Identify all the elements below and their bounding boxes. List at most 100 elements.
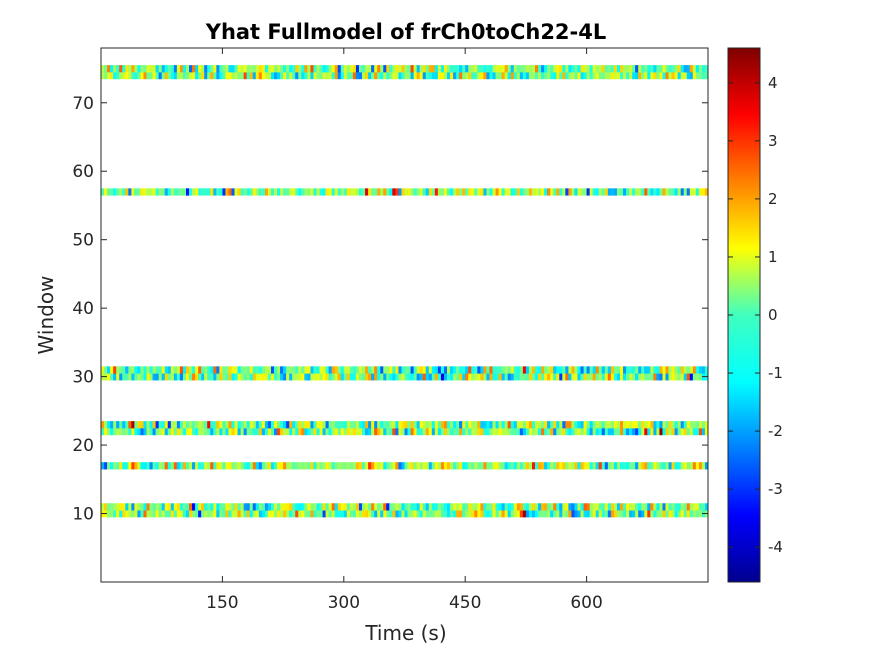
heatmap-cell xyxy=(477,71,481,80)
heatmap-cell xyxy=(362,71,366,80)
heatmap-cell xyxy=(504,188,509,196)
x-tick-label: 150 xyxy=(206,593,238,613)
heatmap-cell xyxy=(368,65,372,73)
heatmap-cell xyxy=(440,366,445,374)
heatmap-cell xyxy=(583,71,587,80)
heatmap-cell xyxy=(704,421,708,429)
heatmap-cell xyxy=(307,65,311,73)
heatmap-cell xyxy=(577,421,581,429)
heatmap-cell xyxy=(149,462,153,470)
heatmap-cell xyxy=(531,373,536,381)
heatmap-cell xyxy=(286,462,290,470)
heatmap-cell xyxy=(113,421,117,429)
heatmap-cell xyxy=(401,188,405,196)
heatmap-cell xyxy=(398,427,402,436)
heatmap-cell xyxy=(337,188,342,196)
heatmap-cell xyxy=(595,373,600,381)
heatmap-cell xyxy=(695,510,700,518)
heatmap-cell xyxy=(240,503,245,511)
heatmap-cell xyxy=(638,188,642,196)
heatmap-cell xyxy=(559,373,563,381)
heatmap-cell xyxy=(340,421,345,429)
heatmap-cell xyxy=(395,421,399,429)
heatmap-cell xyxy=(301,503,305,511)
heatmap-cell xyxy=(310,510,314,518)
heatmap-cell xyxy=(483,421,487,429)
heatmap-cell xyxy=(164,421,169,429)
heatmap-cell xyxy=(644,462,648,470)
heatmap-cell xyxy=(692,188,697,196)
heatmap-cell xyxy=(665,366,669,374)
heatmap-cell xyxy=(176,188,181,196)
heatmap-cell xyxy=(222,503,226,511)
heatmap-cell xyxy=(668,366,672,374)
heatmap-cell xyxy=(428,65,433,73)
heatmap-cell xyxy=(686,462,691,470)
heatmap-cell xyxy=(416,503,421,511)
heatmap-cell xyxy=(686,427,691,436)
heatmap-cell xyxy=(192,188,196,196)
heatmap-cell xyxy=(243,503,248,511)
heatmap-cell xyxy=(410,421,415,429)
heatmap-cell xyxy=(510,373,515,381)
heatmap-cell xyxy=(280,71,284,80)
heatmap-cell xyxy=(519,421,524,429)
heatmap-cell xyxy=(392,65,396,73)
heatmap-cell xyxy=(182,421,187,429)
heatmap-cell xyxy=(328,421,333,429)
heatmap-cell xyxy=(340,510,345,518)
heatmap-cell xyxy=(465,427,469,436)
heatmap-cell xyxy=(647,462,651,470)
heatmap-cell xyxy=(480,510,484,518)
heatmap-cell xyxy=(307,503,311,511)
heatmap-cell xyxy=(277,373,281,381)
heatmap-cell xyxy=(255,427,260,436)
heatmap-cell xyxy=(547,65,551,73)
heatmap-cell xyxy=(192,427,196,436)
heatmap-cell xyxy=(173,373,178,381)
heatmap-cell xyxy=(538,373,542,381)
heatmap-cell xyxy=(365,366,369,374)
heatmap-cell xyxy=(110,366,114,374)
heatmap-cell xyxy=(252,462,257,470)
heatmap-cell xyxy=(650,510,654,518)
heatmap-cell xyxy=(443,188,448,196)
heatmap-cell xyxy=(480,188,484,196)
heatmap-cell xyxy=(580,65,584,73)
heatmap-cell xyxy=(580,373,584,381)
heatmap-cell xyxy=(137,65,141,73)
heatmap-cell xyxy=(604,462,609,470)
heatmap-cell xyxy=(483,510,487,518)
heatmap-cell xyxy=(513,503,518,511)
heatmap-cell xyxy=(437,421,442,429)
heatmap-cell xyxy=(686,421,691,429)
heatmap-cell xyxy=(535,188,539,196)
heatmap-cell xyxy=(225,366,229,374)
heatmap-cell xyxy=(325,421,330,429)
heatmap-cell xyxy=(607,421,612,429)
heatmap-cell xyxy=(410,462,415,470)
heatmap-cell xyxy=(610,366,615,374)
heatmap-cell xyxy=(228,421,232,429)
heatmap-cell xyxy=(416,65,421,73)
heatmap-cell xyxy=(131,427,135,436)
heatmap-cell xyxy=(528,503,533,511)
heatmap-cell xyxy=(119,65,123,73)
heatmap-cell xyxy=(246,510,251,518)
heatmap-cell xyxy=(626,373,630,381)
heatmap-cell xyxy=(428,427,433,436)
heatmap-cell xyxy=(128,427,132,436)
heatmap-cell xyxy=(176,71,181,80)
heatmap-cell xyxy=(137,71,141,80)
heatmap-cell xyxy=(164,503,169,511)
heatmap-cell xyxy=(101,188,105,196)
heatmap-cell xyxy=(671,427,676,436)
heatmap-cell xyxy=(383,510,387,518)
heatmap-cell xyxy=(510,188,515,196)
heatmap-cell xyxy=(544,421,548,429)
heatmap-cell xyxy=(310,65,314,73)
heatmap-cell xyxy=(401,421,405,429)
heatmap-cell xyxy=(544,373,548,381)
heatmap-cell xyxy=(407,421,411,429)
heatmap-cell xyxy=(425,71,430,80)
